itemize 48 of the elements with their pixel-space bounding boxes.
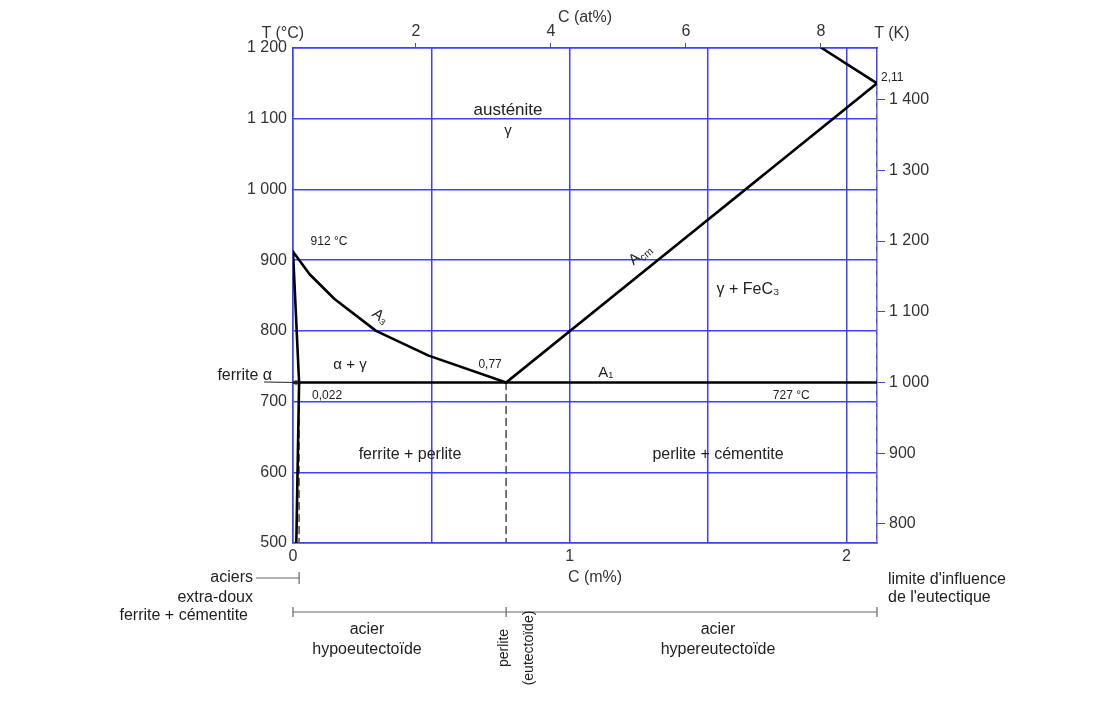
x-axis-title: C (m%) bbox=[567, 568, 623, 586]
y2-tick-label: 1 100 bbox=[889, 302, 930, 320]
y-tick-label: 900 bbox=[260, 250, 288, 268]
x2-tick-label: 4 bbox=[546, 21, 556, 39]
y2-tick-label: 1 300 bbox=[889, 160, 930, 178]
annotation: austénite bbox=[473, 99, 543, 119]
y2-tick-label: 800 bbox=[889, 514, 916, 532]
annotation: Acm bbox=[624, 245, 656, 268]
annotation: 2,11 bbox=[881, 69, 904, 84]
annotation: ferrite α bbox=[217, 366, 272, 384]
text: ferrite + cémentite bbox=[119, 606, 249, 624]
text: limite d'influence bbox=[888, 570, 1006, 588]
text: perlite bbox=[494, 628, 511, 668]
annotation: 727 °C bbox=[772, 387, 810, 402]
y2-axis-title: T (K) bbox=[874, 24, 910, 42]
annotation: 912 °C bbox=[310, 233, 348, 248]
text: hypereutectoïde bbox=[660, 640, 776, 658]
x2-tick-label: 8 bbox=[816, 21, 826, 39]
x-tick-label: 2 bbox=[842, 547, 852, 565]
annotation: γ + FeC₃ bbox=[716, 280, 780, 298]
x-tick-label: 0 bbox=[288, 547, 298, 565]
y2-tick-label: 1 200 bbox=[889, 231, 930, 249]
x2-tick-label: 2 bbox=[411, 21, 421, 39]
annotation: α + γ bbox=[333, 355, 368, 373]
annotation: A₁ bbox=[598, 362, 614, 380]
text: extra-doux bbox=[177, 588, 253, 606]
text: acier bbox=[700, 620, 737, 638]
text: de l'eutectique bbox=[888, 588, 991, 606]
y-tick-label: 600 bbox=[260, 462, 288, 480]
x-tick-label: 1 bbox=[565, 547, 575, 565]
y2-tick-label: 900 bbox=[889, 443, 916, 461]
y2-tick-label: 1 000 bbox=[889, 372, 930, 390]
x2-axis-title: C (at%) bbox=[557, 8, 613, 26]
annotation: γ bbox=[504, 121, 513, 139]
annotation: 0,77 bbox=[478, 356, 503, 371]
y-tick-label: 1 100 bbox=[246, 109, 288, 127]
y2-tick-label: 1 400 bbox=[889, 90, 930, 108]
annotation: A₃ bbox=[369, 304, 393, 328]
text: hypoeutectoïde bbox=[312, 640, 422, 658]
text: acier bbox=[349, 620, 386, 638]
x2-tick-label: 6 bbox=[681, 21, 691, 39]
y-tick-label: 800 bbox=[260, 321, 288, 339]
y-tick-label: 500 bbox=[260, 533, 288, 551]
text: aciers bbox=[210, 568, 254, 586]
annotation: 0,022 bbox=[312, 387, 343, 402]
y-tick-label: 700 bbox=[260, 391, 288, 409]
y-tick-label: 1 000 bbox=[246, 179, 288, 197]
text: (eutectoïde) bbox=[519, 610, 536, 686]
